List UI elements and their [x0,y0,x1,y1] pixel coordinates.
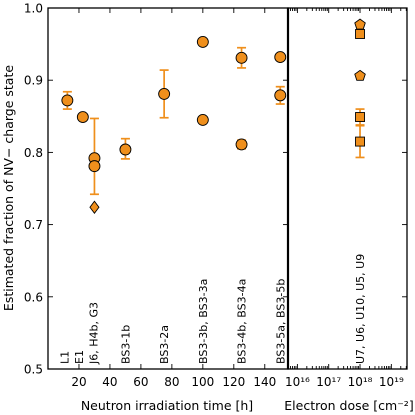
x-tick-label: 80 [164,375,179,389]
x-tick-label: 10¹⁷ [316,375,341,389]
data-point-circle [274,89,287,102]
data-point-circle [61,94,74,107]
x-tick-label: 40 [102,375,117,389]
x-axis-label-electron: Electron dose [cm⁻²] [284,398,413,413]
y-axis-label: Estimated fraction of NV− charge state [1,65,16,311]
data-point-circle [119,143,132,156]
data-point-pentagon [354,69,366,81]
sample-label: BS3-2a [158,325,171,364]
y-tick-label: 1.0 [24,2,43,16]
data-point-circle [76,111,89,123]
x-tick-label: 20 [71,375,86,389]
y-tick-label: 0.9 [24,74,43,88]
sample-label: BS3-4b, BS3-4a [236,279,249,364]
x-tick-label: 120 [222,375,245,389]
data-point-circle [196,35,209,48]
data-point-square [355,112,365,122]
plot-frame-neutron [47,7,289,370]
sample-label: U7, U6, U10, U5, U9 [354,254,367,364]
data-point-diamond [89,200,100,215]
x-tick-label: 10¹⁶ [285,375,310,389]
electron-panel: 10¹⁶ 10¹⁷ 10¹⁸ 10¹⁹ U7, U6, U10, U5, U9 [285,7,408,389]
plot-frame-electron [287,7,408,370]
sample-label: BS3-3b, BS3-3a [197,279,210,364]
y-tick-label: 0.5 [24,363,43,377]
data-point-circle [274,51,287,64]
sample-label: BS3-1b [119,325,132,364]
data-point-square [355,136,365,147]
x-tick-label: 60 [133,375,148,389]
data-point-square [355,29,365,39]
sample-label: E1 [73,350,86,364]
x-tick-label: 140 [253,375,276,389]
sample-label: BS3-5a, BS3-5b [274,279,287,364]
x-axis-label-neutron: Neutron irradiation time [h] [81,398,253,413]
data-point-circle [235,51,248,64]
data-point-pentagon [354,18,366,30]
x-tick-label: 10¹⁸ [348,375,373,389]
x-tick-label: 10¹⁹ [379,375,404,389]
data-point-circle [196,113,209,126]
y-tick-label: 0.8 [24,146,43,160]
data-point-circle [88,160,101,173]
y-tick-label: 0.7 [24,218,43,232]
neutron-panel: 0.5 0.6 0.7 0.8 0.9 1.0 20 40 60 80 100 120 140 L1 E1 J… [24,2,289,389]
sample-label: L1 [58,351,71,364]
data-point-circle [235,138,248,151]
y-tick-label: 0.6 [24,290,43,304]
sample-label: J6, H4b, G3 [88,302,101,365]
data-point-circle [158,87,171,100]
x-tick-label: 100 [191,375,214,389]
